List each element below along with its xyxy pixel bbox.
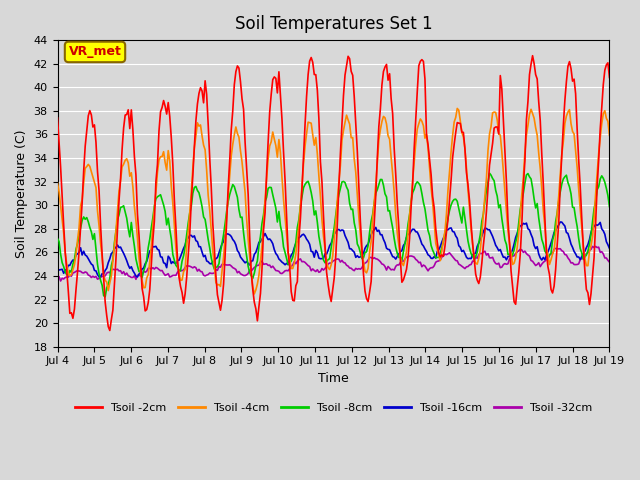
Legend: Tsoil -2cm, Tsoil -4cm, Tsoil -8cm, Tsoil -16cm, Tsoil -32cm: Tsoil -2cm, Tsoil -4cm, Tsoil -8cm, Tsoi…	[70, 398, 597, 417]
X-axis label: Time: Time	[318, 372, 349, 385]
Title: Soil Temperatures Set 1: Soil Temperatures Set 1	[235, 15, 432, 33]
Text: VR_met: VR_met	[68, 46, 122, 59]
Y-axis label: Soil Temperature (C): Soil Temperature (C)	[15, 129, 28, 258]
